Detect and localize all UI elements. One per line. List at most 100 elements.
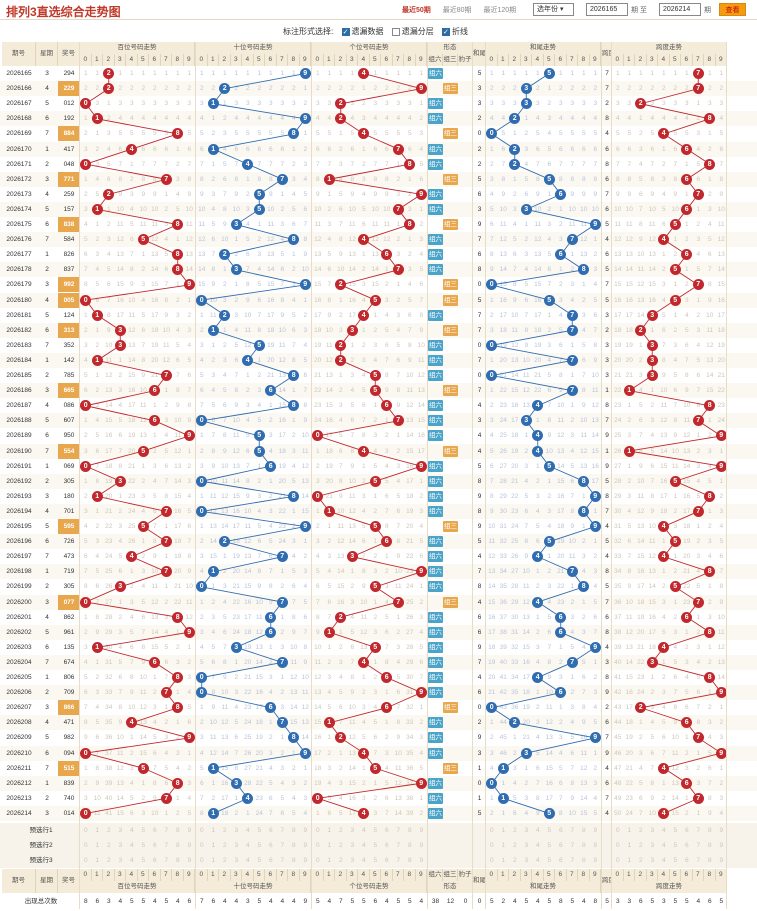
preselect-digit[interactable]: 2: [219, 838, 231, 853]
preselect-digit[interactable]: 3: [347, 823, 359, 838]
preselect-digit[interactable]: 8: [288, 838, 300, 853]
preselect-digit[interactable]: 4: [242, 838, 254, 853]
preselect-digit[interactable]: 9: [416, 823, 428, 838]
preselect-digit[interactable]: 3: [115, 838, 127, 853]
preselect-digit[interactable]: 7: [693, 823, 705, 838]
preselect-digit[interactable]: 8: [404, 838, 416, 853]
preselect-digit[interactable]: 8: [172, 838, 184, 853]
preselect-digit[interactable]: 6: [381, 823, 393, 838]
option-polyline[interactable]: ✓ 折线: [441, 27, 468, 36]
preselect-digit[interactable]: 0: [80, 838, 92, 853]
preselect-digit[interactable]: 1: [498, 838, 510, 853]
preselect-digit[interactable]: 2: [219, 823, 231, 838]
preselect-digit[interactable]: 6: [555, 823, 567, 838]
preselect-digit[interactable]: 5: [670, 838, 682, 853]
preselect-digit[interactable]: 5: [370, 853, 382, 868]
preselect-digit[interactable]: 5: [370, 823, 382, 838]
preselect-digit[interactable]: 6: [265, 823, 277, 838]
preselect-digit[interactable]: 6: [381, 838, 393, 853]
preselect-digit[interactable]: 5: [670, 853, 682, 868]
preselect-digit[interactable]: 2: [335, 838, 347, 853]
preselect-digit[interactable]: 1: [208, 853, 220, 868]
preselect-digit[interactable]: 8: [704, 823, 716, 838]
preselect-digit[interactable]: 4: [358, 853, 370, 868]
period-to-input[interactable]: 2026214: [659, 3, 701, 16]
preselect-digit[interactable]: 9: [416, 853, 428, 868]
preselect-digit[interactable]: 7: [393, 853, 405, 868]
preselect-digit[interactable]: 7: [161, 823, 173, 838]
range-80[interactable]: 最近80期: [443, 7, 472, 14]
preselect-digit[interactable]: 0: [196, 838, 208, 853]
preselect-digit[interactable]: 3: [115, 823, 127, 838]
preselect-digit[interactable]: 0: [486, 838, 498, 853]
preselect-digit[interactable]: 3: [647, 853, 659, 868]
preselect-digit[interactable]: 2: [509, 838, 521, 853]
preselect-digit[interactable]: 0: [612, 853, 624, 868]
preselect-digit[interactable]: 4: [532, 838, 544, 853]
preselect-digit[interactable]: 1: [92, 823, 104, 838]
preselect-digit[interactable]: 2: [103, 853, 115, 868]
preselect-digit[interactable]: 6: [681, 823, 693, 838]
preselect-digit[interactable]: 9: [590, 853, 602, 868]
preselect-digit[interactable]: 6: [555, 838, 567, 853]
preselect-digit[interactable]: 7: [693, 853, 705, 868]
preselect-digit[interactable]: 4: [358, 823, 370, 838]
preselect-digit[interactable]: 6: [149, 823, 161, 838]
preselect-digit[interactable]: 0: [486, 823, 498, 838]
preselect-digit[interactable]: 1: [624, 853, 636, 868]
preselect-digit[interactable]: 2: [635, 823, 647, 838]
preselect-digit[interactable]: 9: [416, 838, 428, 853]
range-120[interactable]: 最近120期: [484, 7, 517, 14]
preselect-digit[interactable]: 3: [347, 853, 359, 868]
preselect-digit[interactable]: 2: [509, 823, 521, 838]
preselect-digit[interactable]: 7: [393, 838, 405, 853]
preselect-digit[interactable]: 7: [277, 838, 289, 853]
preselect-digit[interactable]: 0: [312, 838, 324, 853]
preselect-digit[interactable]: 8: [288, 823, 300, 838]
preselect-digit[interactable]: 6: [265, 853, 277, 868]
preselect-digit[interactable]: 3: [647, 838, 659, 853]
preselect-digit[interactable]: 9: [300, 853, 312, 868]
preselect-digit[interactable]: 2: [509, 853, 521, 868]
range-50[interactable]: 最近50期: [402, 7, 431, 14]
preselect-digit[interactable]: 7: [393, 823, 405, 838]
preselect-digit[interactable]: 8: [578, 823, 590, 838]
preselect-digit[interactable]: 3: [521, 823, 533, 838]
checkbox-unchecked-icon[interactable]: [391, 27, 400, 36]
preselect-digit[interactable]: 0: [196, 823, 208, 838]
preselect-digit[interactable]: 9: [184, 823, 196, 838]
preselect-digit[interactable]: 5: [544, 853, 556, 868]
preselect-digit[interactable]: 4: [658, 823, 670, 838]
preselect-digit[interactable]: 8: [172, 853, 184, 868]
preselect-digit[interactable]: 9: [300, 823, 312, 838]
preselect-digit[interactable]: 3: [231, 838, 243, 853]
preselect-digit[interactable]: 5: [544, 838, 556, 853]
preselect-digit[interactable]: 5: [138, 838, 150, 853]
preselect-digit[interactable]: 0: [80, 823, 92, 838]
year-select[interactable]: 选年份 ▾: [533, 3, 574, 16]
preselect-digit[interactable]: 3: [347, 838, 359, 853]
preselect-digit[interactable]: 0: [196, 853, 208, 868]
preselect-digit[interactable]: 1: [498, 823, 510, 838]
preselect-digit[interactable]: 2: [635, 838, 647, 853]
preselect-digit[interactable]: 7: [693, 838, 705, 853]
preselect-digit[interactable]: 1: [92, 838, 104, 853]
preselect-digit[interactable]: 9: [184, 838, 196, 853]
preselect-digit[interactable]: 7: [277, 823, 289, 838]
preselect-digit[interactable]: 1: [92, 853, 104, 868]
preselect-digit[interactable]: 5: [254, 838, 266, 853]
preselect-digit[interactable]: 4: [358, 838, 370, 853]
checkbox-checked-icon[interactable]: ✓: [341, 27, 350, 36]
preselect-digit[interactable]: 4: [126, 853, 138, 868]
preselect-digit[interactable]: 9: [590, 838, 602, 853]
preselect-digit[interactable]: 7: [277, 853, 289, 868]
preselect-digit[interactable]: 9: [590, 823, 602, 838]
preselect-digit[interactable]: 6: [681, 838, 693, 853]
preselect-digit[interactable]: 5: [254, 853, 266, 868]
preselect-digit[interactable]: 5: [370, 838, 382, 853]
preselect-digit[interactable]: 4: [532, 853, 544, 868]
preselect-digit[interactable]: 3: [231, 853, 243, 868]
preselect-digit[interactable]: 4: [532, 823, 544, 838]
preselect-digit[interactable]: 3: [521, 838, 533, 853]
preselect-digit[interactable]: 8: [404, 853, 416, 868]
